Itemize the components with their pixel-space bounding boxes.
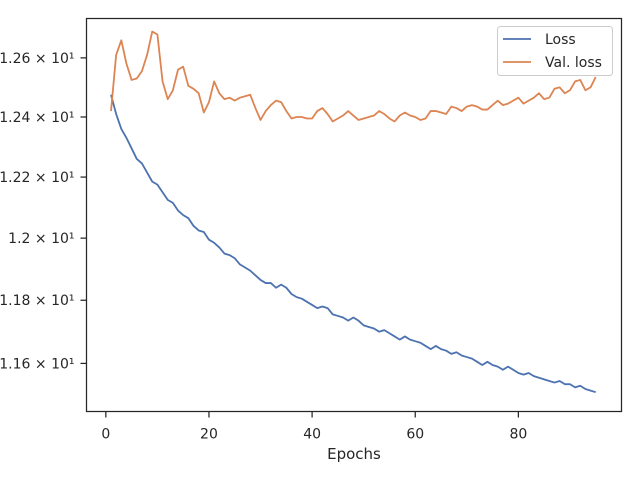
- y-axis-ticks: 1.16 × 10¹ 1.18 × 10¹ 1.2 × 10¹ 1.22 × 10¹ 1…: [0, 51, 87, 372]
- legend-label-loss: Loss: [545, 32, 576, 48]
- y-tick-label: 1.2 × 10¹: [8, 231, 74, 247]
- x-axis-ticks: 0 20 40 60 80: [101, 411, 527, 443]
- y-tick-label: 1.26 × 10¹: [0, 51, 75, 67]
- x-tick-label: 20: [200, 427, 218, 443]
- legend-label-val-loss: Val. loss: [545, 55, 602, 71]
- x-tick-label: 80: [509, 427, 527, 443]
- x-tick-label: 0: [101, 427, 110, 443]
- series-layer: [110, 30, 597, 394]
- x-tick-label: 40: [303, 427, 321, 443]
- x-axis-label: Epochs: [327, 445, 381, 463]
- y-tick-label: 1.16 × 10¹: [0, 356, 75, 372]
- y-tick-label: 1.24 × 10¹: [0, 110, 75, 126]
- plot-area: [85, 17, 623, 413]
- x-tick-label: 60: [406, 427, 424, 443]
- y-tick-label: 1.18 × 10¹: [0, 293, 75, 309]
- series-line-val-loss: [110, 30, 597, 123]
- legend: Loss Val. loss: [497, 26, 613, 76]
- series-line-loss: [110, 94, 596, 394]
- y-tick-label: 1.22 × 10¹: [0, 170, 75, 186]
